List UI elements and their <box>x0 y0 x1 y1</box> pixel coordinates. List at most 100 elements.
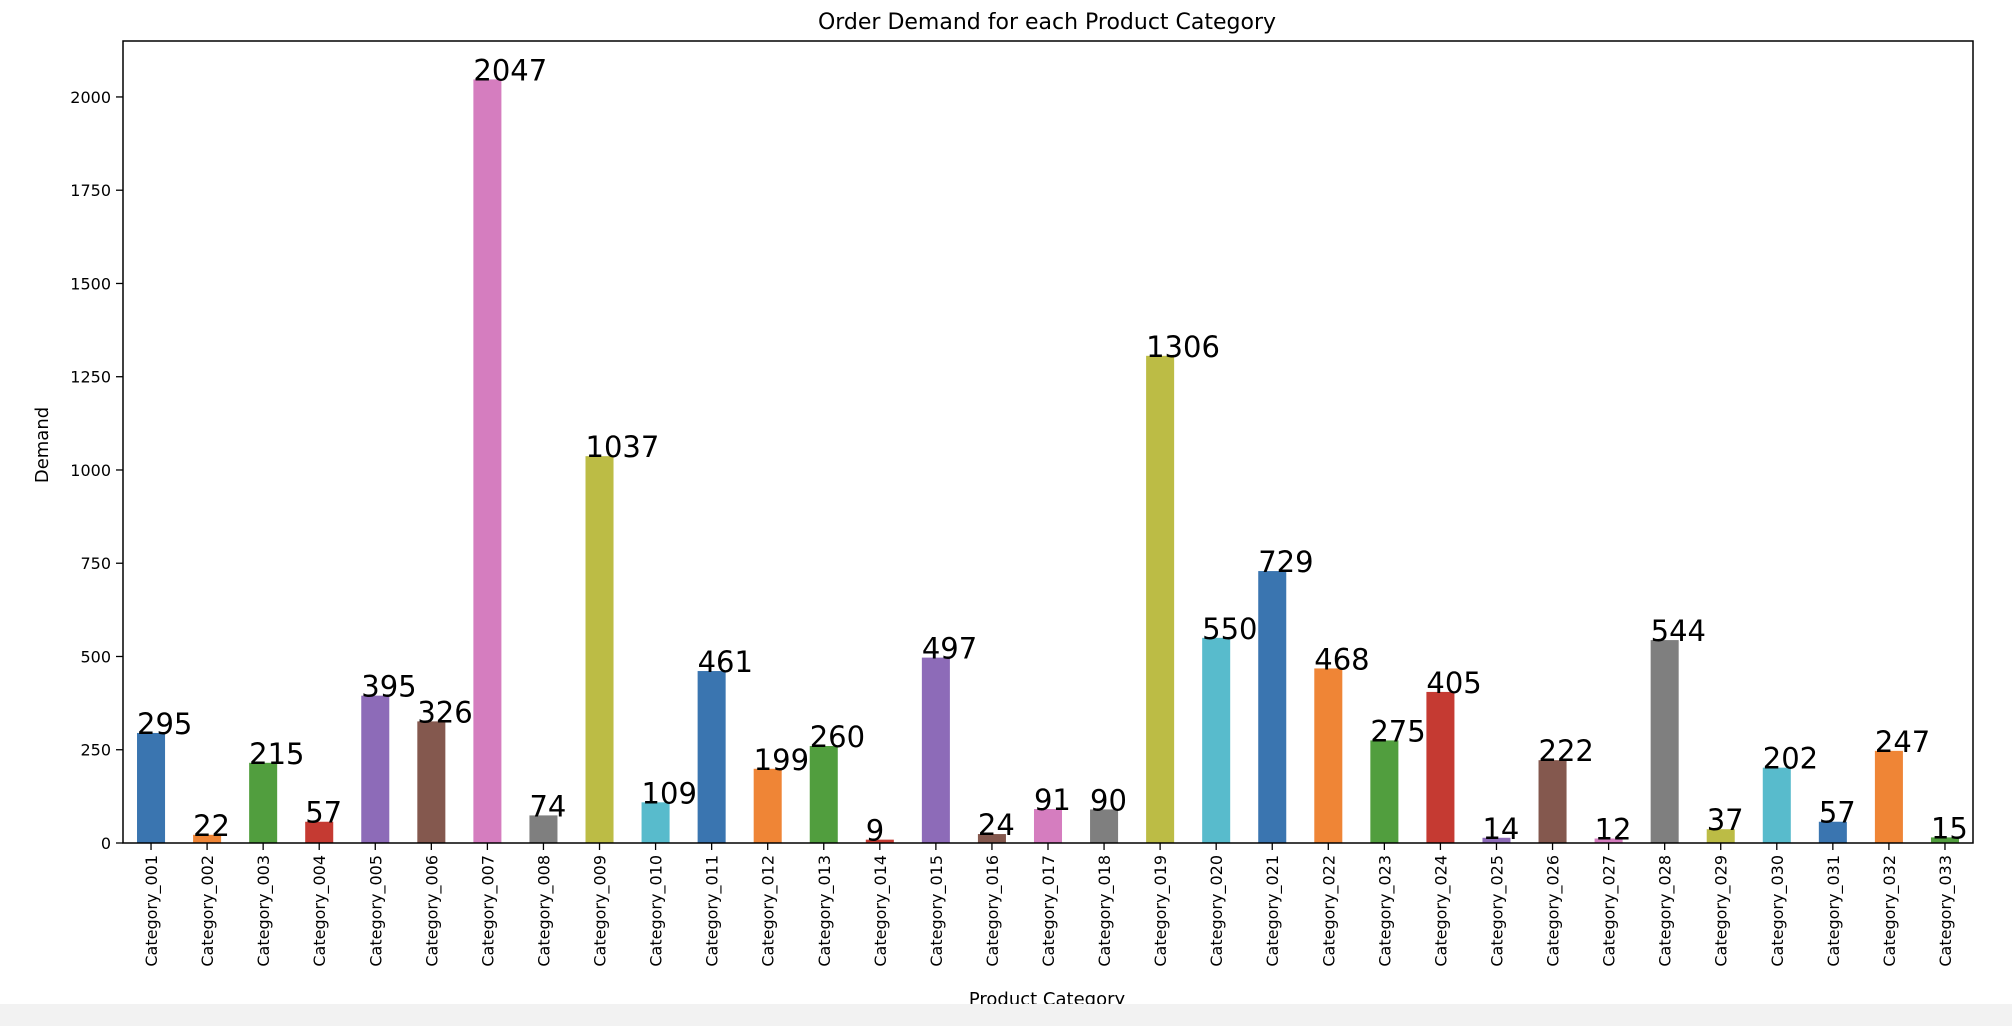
data-label-Category_009: 1037 <box>586 430 660 464</box>
data-label-Category_033: 15 <box>1931 811 1968 845</box>
bar-Category_022 <box>1314 668 1343 843</box>
bar-Category_011 <box>697 671 726 843</box>
data-label-Category_002: 22 <box>193 809 230 843</box>
bar-Category_020 <box>1202 637 1231 843</box>
x-tick-label: Category_009 <box>591 855 611 967</box>
data-label-Category_021: 729 <box>1258 545 1313 579</box>
data-label-Category_004: 57 <box>305 796 342 830</box>
y-tick-label: 250 <box>80 741 111 760</box>
data-label-Category_028: 544 <box>1651 614 1706 648</box>
bar-Category_007 <box>473 79 502 844</box>
data-label-Category_020: 550 <box>1202 612 1257 646</box>
data-label-Category_024: 405 <box>1426 666 1481 700</box>
data-label-Category_022: 468 <box>1314 642 1369 676</box>
y-tick-label: 500 <box>80 647 111 666</box>
bar-Category_015 <box>921 657 950 843</box>
y-tick-label: 1000 <box>70 461 111 480</box>
x-tick-label: Category_011 <box>703 855 723 967</box>
x-tick-label: Category_001 <box>142 855 162 967</box>
bar-Category_023 <box>1370 740 1399 843</box>
x-tick-label: Category_018 <box>1095 855 1115 967</box>
x-tick-label: Category_013 <box>815 855 835 967</box>
data-label-Category_013: 260 <box>810 720 865 754</box>
data-label-Category_011: 461 <box>698 645 753 679</box>
bar-Category_032 <box>1874 750 1903 843</box>
x-tick-label: Category_015 <box>927 855 947 967</box>
y-tick-label: 2000 <box>70 88 111 107</box>
x-tick-label: Category_017 <box>1039 855 1059 967</box>
x-axis: Category_001 Category_002 Category_003 Cate… <box>142 843 1956 967</box>
data-labels-layer: 2952221557395326204774103710946119926094… <box>137 53 1968 847</box>
x-tick-label: Category_024 <box>1431 855 1451 967</box>
x-tick-label: Category_010 <box>647 855 667 967</box>
x-tick-label: Category_004 <box>310 855 330 967</box>
bar-Category_003 <box>249 762 278 843</box>
x-tick-label: Category_006 <box>422 855 442 967</box>
data-label-Category_008: 74 <box>529 789 566 823</box>
bar-Category_001 <box>137 732 166 843</box>
x-tick-label: Category_023 <box>1375 855 1395 967</box>
data-label-Category_015: 497 <box>922 632 977 666</box>
y-axis: 0 250 500 750 1000 1250 1500 1750 2000 <box>70 88 123 853</box>
data-label-Category_019: 1306 <box>1146 330 1220 364</box>
x-tick-label: Category_002 <box>198 855 218 967</box>
x-tick-label: Category_016 <box>983 855 1003 967</box>
x-tick-label: Category_021 <box>1263 855 1283 967</box>
plot-frame <box>122 40 1974 844</box>
data-label-Category_014: 9 <box>866 814 884 848</box>
bar-Category_025 <box>1482 837 1511 843</box>
bar-Category_004 <box>305 821 334 843</box>
y-tick-label: 750 <box>80 554 111 573</box>
x-tick-label: Category_033 <box>1936 855 1956 967</box>
x-tick-label: Category_032 <box>1880 855 1900 967</box>
y-tick-label: 1500 <box>70 274 111 293</box>
bar-Category_027 <box>1594 838 1623 843</box>
x-tick-label: Category_026 <box>1544 855 1564 967</box>
bar-Category_026 <box>1538 760 1567 843</box>
data-label-Category_025: 14 <box>1482 812 1519 846</box>
bar-Category_016 <box>977 834 1006 843</box>
chart-title: Order Demand for each Product Category <box>818 10 1276 35</box>
bar-Category_010 <box>641 802 670 843</box>
bar-Category_030 <box>1762 767 1791 843</box>
data-label-Category_018: 90 <box>1090 783 1127 817</box>
data-label-Category_010: 109 <box>642 776 697 810</box>
bar-Category_013 <box>809 746 838 843</box>
data-label-Category_030: 202 <box>1763 742 1818 776</box>
bar-Category_005 <box>361 695 390 843</box>
x-tick-label: Category_028 <box>1656 855 1676 967</box>
window-bottom-strip <box>0 1004 2012 1026</box>
x-tick-label: Category_025 <box>1487 855 1507 967</box>
bar-Category_006 <box>417 721 446 843</box>
x-tick-label: Category_029 <box>1712 855 1732 967</box>
x-tick-label: Category_030 <box>1768 855 1788 967</box>
data-label-Category_027: 12 <box>1595 813 1632 847</box>
x-tick-label: Category_031 <box>1824 855 1844 967</box>
y-axis-label: Demand <box>32 407 53 483</box>
bar-Category_008 <box>529 815 558 843</box>
bar-Category_014 <box>865 839 894 843</box>
bar-Category_009 <box>585 456 614 843</box>
data-label-Category_003: 215 <box>249 737 304 771</box>
x-tick-label: Category_020 <box>1207 855 1227 967</box>
y-tick-label: 0 <box>101 834 111 853</box>
data-label-Category_031: 57 <box>1819 796 1856 830</box>
x-tick-label: Category_003 <box>254 855 274 967</box>
y-tick-label: 1750 <box>70 181 111 200</box>
x-tick-label: Category_008 <box>534 855 554 967</box>
bar-Category_024 <box>1426 691 1455 843</box>
bar-Category_029 <box>1706 829 1735 843</box>
data-label-Category_017: 91 <box>1034 783 1071 817</box>
data-label-Category_001: 295 <box>137 707 192 741</box>
bars-layer <box>137 79 1959 844</box>
data-label-Category_029: 37 <box>1707 803 1744 837</box>
bar-Category_002 <box>193 834 222 843</box>
data-label-Category_005: 395 <box>361 670 416 704</box>
data-label-Category_023: 275 <box>1370 714 1425 748</box>
x-tick-label: Category_027 <box>1600 855 1620 967</box>
x-tick-label: Category_007 <box>478 855 498 967</box>
y-tick-label: 1250 <box>70 368 111 387</box>
data-label-Category_016: 24 <box>978 808 1015 842</box>
x-tick-label: Category_019 <box>1151 855 1171 967</box>
data-label-Category_032: 247 <box>1875 725 1930 759</box>
